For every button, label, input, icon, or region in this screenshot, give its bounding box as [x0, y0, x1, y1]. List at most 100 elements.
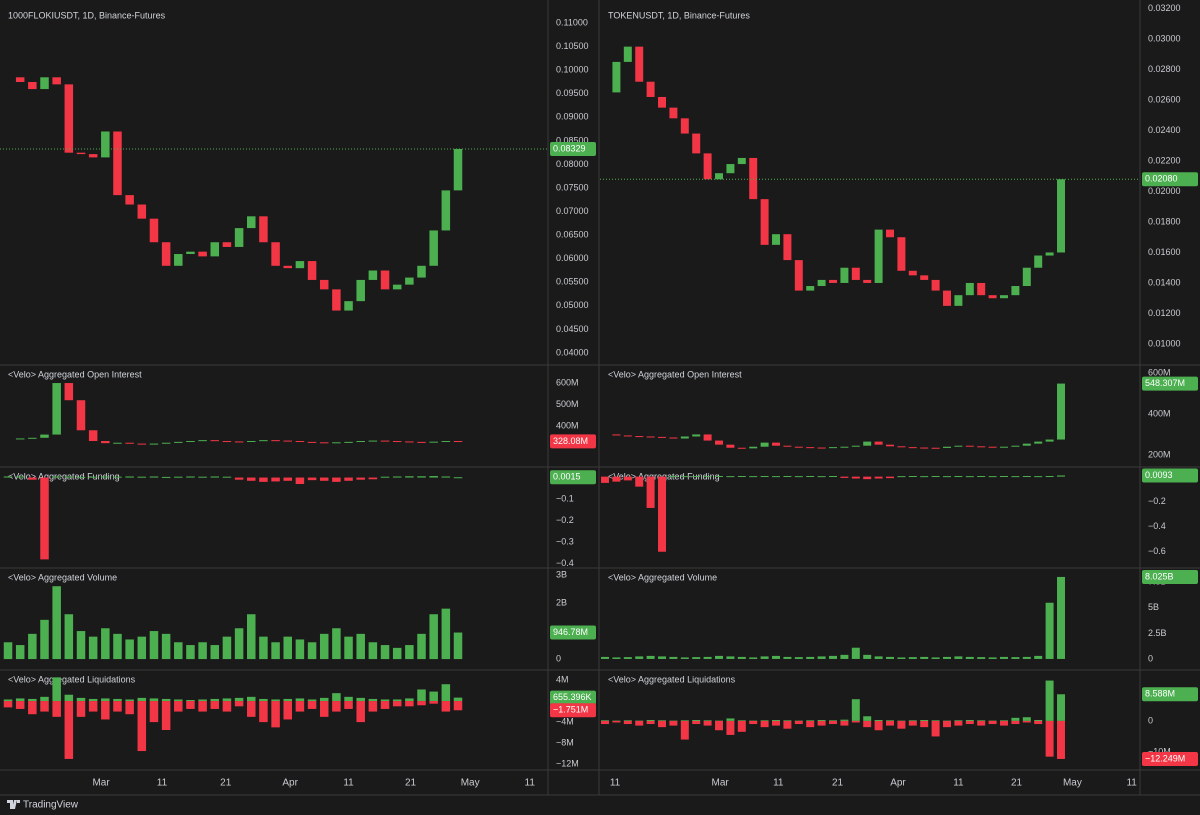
bar — [623, 476, 632, 481]
liquidation-bar — [760, 720, 769, 728]
last-value-box — [1142, 569, 1198, 584]
candle — [943, 446, 951, 448]
candle — [198, 251, 207, 257]
liquidation-bar — [40, 701, 49, 712]
bar — [40, 619, 49, 660]
candle — [1022, 443, 1031, 446]
last-value-box — [550, 470, 596, 485]
candle — [1034, 441, 1043, 444]
candle — [137, 204, 147, 219]
candle — [453, 148, 463, 191]
candle — [380, 270, 390, 290]
bar — [943, 656, 951, 659]
bar — [635, 656, 644, 659]
liquidation-bar — [965, 720, 974, 725]
bar — [307, 477, 317, 481]
liquidation-bar — [356, 701, 365, 723]
candle — [174, 441, 183, 443]
liquidation-bar — [1011, 720, 1020, 725]
liquidation-bar — [259, 701, 268, 723]
liquidation-bar — [15, 701, 25, 709]
bar — [1057, 475, 1065, 477]
last-value-box — [550, 690, 596, 705]
liquidation-bar — [635, 720, 644, 726]
bar — [380, 476, 390, 478]
liquidation-bar — [806, 720, 815, 728]
liquidation-bar — [149, 698, 159, 702]
candle — [234, 441, 244, 443]
candle — [271, 242, 280, 266]
candle — [897, 237, 906, 271]
bar — [954, 476, 963, 478]
liquidation-bar — [1022, 717, 1031, 721]
candle — [1011, 286, 1020, 296]
candle — [726, 444, 735, 448]
bar — [772, 655, 780, 659]
candle — [15, 438, 25, 440]
liquidation-bar — [749, 720, 758, 725]
candle — [356, 279, 365, 302]
bar — [726, 656, 735, 659]
bar — [441, 476, 451, 478]
indicator-title: <Velo> Aggregated Open Interest — [608, 369, 742, 379]
liquidation-bar — [392, 701, 402, 707]
y-tick-label: 0.04500 — [556, 324, 589, 334]
bar — [1034, 476, 1043, 478]
liquidation-bar — [920, 720, 929, 721]
y-tick-label: −0.3 — [556, 537, 574, 547]
bar — [646, 476, 655, 508]
bar — [222, 476, 232, 478]
candle — [368, 270, 378, 280]
candle — [623, 435, 632, 437]
indicator-title: <Velo> Aggregated Liquidations — [608, 674, 736, 684]
y-tick-label: 0.08000 — [556, 159, 589, 169]
y-tick-label: 0.01600 — [1148, 247, 1181, 257]
liquidation-bar — [125, 699, 134, 702]
liquidation-bar — [886, 720, 894, 726]
candle — [40, 434, 49, 438]
symbol-title: TOKENUSDT, 1D, Binance-Futures — [608, 10, 750, 20]
x-tick-label: 21 — [405, 778, 417, 789]
liquidation-bar — [283, 701, 292, 720]
liquidation-bar — [726, 718, 735, 721]
y-tick-label: 4M — [556, 674, 569, 684]
bar — [113, 633, 122, 660]
y-tick-label: 400M — [556, 420, 579, 430]
candle — [1045, 252, 1054, 256]
x-tick-label: 21 — [1011, 778, 1023, 789]
candle — [954, 445, 963, 447]
bar — [703, 656, 712, 659]
candle — [28, 437, 37, 439]
last-value-box — [550, 703, 596, 718]
bar — [817, 656, 826, 659]
candle — [332, 442, 341, 444]
bar — [28, 477, 37, 480]
y-tick-label: 0.05500 — [556, 277, 589, 287]
candle — [669, 107, 678, 119]
bar — [680, 657, 689, 659]
last-value-label: −12.249M — [1145, 753, 1185, 763]
candle — [307, 441, 317, 443]
liquidation-bar — [658, 720, 667, 722]
y-tick-label: 3B — [556, 569, 567, 579]
liquidation-bar — [692, 720, 701, 721]
candle — [247, 216, 256, 229]
bar — [429, 476, 438, 478]
liquidation-bar — [210, 701, 220, 709]
bar — [886, 476, 894, 479]
bar — [174, 476, 183, 478]
candle — [908, 270, 917, 276]
bar — [88, 476, 98, 478]
liquidation-bar — [772, 720, 780, 726]
bar — [307, 642, 317, 660]
liquidation-bar — [247, 701, 256, 717]
bar — [88, 636, 98, 660]
last-value-box — [1142, 687, 1198, 702]
bar — [920, 476, 929, 478]
y-tick-label: 0.03000 — [1148, 33, 1181, 43]
y-tick-label: 0.01800 — [1148, 216, 1181, 226]
candle — [295, 261, 305, 269]
liquidation-bar — [113, 698, 122, 702]
last-value-label: 548.307M — [1145, 378, 1185, 388]
